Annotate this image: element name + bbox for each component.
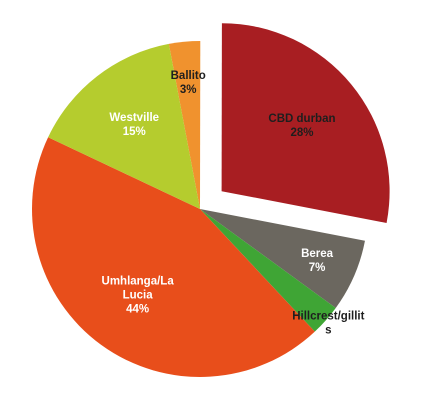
slice-label-berea: Berea 7%	[301, 248, 334, 274]
slice-label-line: 7%	[309, 262, 326, 274]
slice-label-line: Berea	[301, 248, 334, 260]
slice-label-line: s	[325, 325, 331, 337]
slice-label-line: Ballito	[171, 70, 206, 82]
slice-label-line: Umhlanga/La	[102, 276, 175, 288]
slice-label-line: CBD durban	[268, 113, 335, 125]
pie-slice-cbd-durban	[221, 23, 390, 223]
slice-label-line: Lucia	[123, 290, 154, 302]
slice-label-hillcrest-gillits: Hillcrest/gillit s	[292, 311, 364, 337]
slice-label-umhlanga-la-lucia: Umhlanga/La Lucia 44%	[102, 276, 175, 316]
slice-label-cbd-durban: CBD durban 28%	[268, 113, 335, 139]
slice-label-ballito: Ballito 3%	[171, 70, 206, 96]
pie-slice-umhlanga-la-lucia	[31, 137, 315, 378]
slice-label-line: 15%	[123, 126, 146, 138]
slice-label-line: 44%	[126, 304, 149, 316]
slice-label-line: Westville	[109, 112, 159, 124]
pie-slice-berea	[200, 209, 365, 308]
slice-label-westville: Westville 15%	[109, 112, 159, 138]
slice-label-line: 3%	[180, 84, 197, 96]
pie-labels: Ballito 3% CBD durban 28% Berea 7% Hillcrest/g…	[102, 70, 365, 337]
slice-label-line: 28%	[290, 127, 313, 139]
pie-slice-hillcrest-gillits	[200, 209, 336, 332]
pie-slices	[31, 23, 390, 378]
slice-label-line: Hillcrest/gillit	[292, 311, 364, 323]
pie-slice-westville	[48, 43, 200, 209]
pie-slice-ballito	[168, 41, 201, 209]
